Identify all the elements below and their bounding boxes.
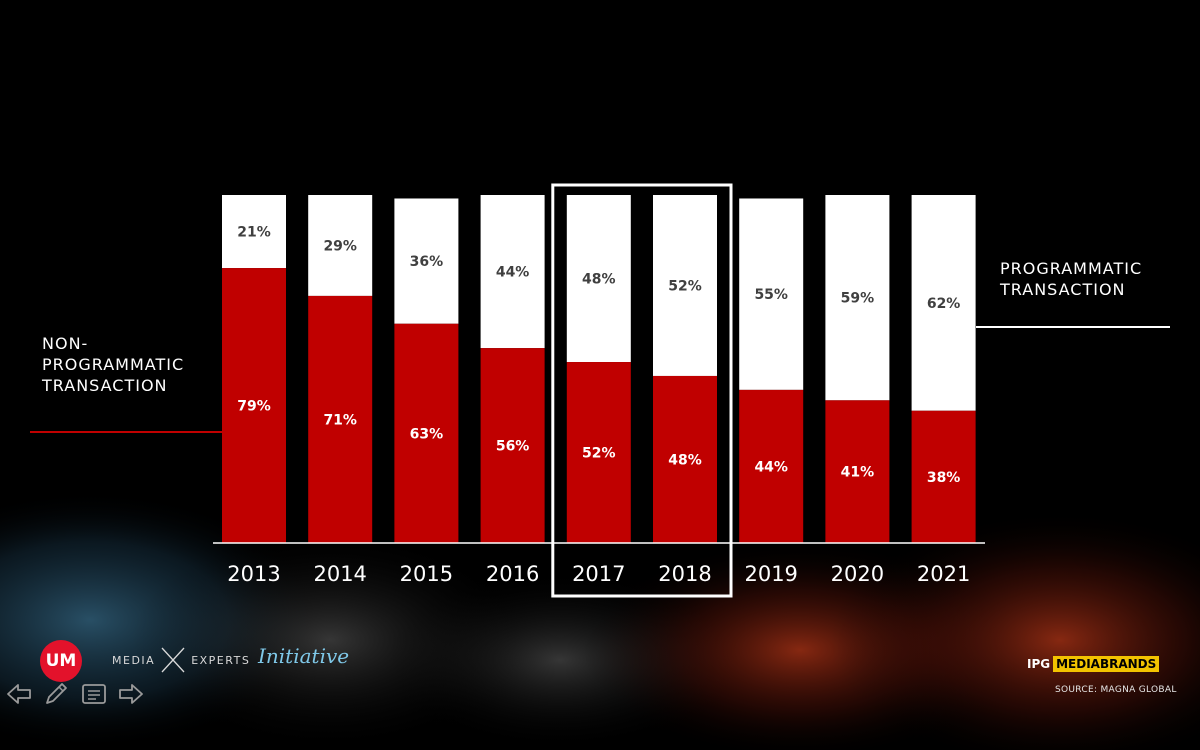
bar-non-programmatic-2017: [566, 362, 631, 543]
highlight-box: [551, 183, 733, 598]
um-logo: UM: [40, 640, 82, 682]
bar-non-programmatic-2015: [394, 323, 459, 543]
data-label-programmatic-2014: 29%: [323, 238, 357, 254]
data-label-programmatic-2019: 55%: [754, 287, 788, 303]
notes-icon[interactable]: [80, 680, 108, 708]
x-tick-2021: 2021: [917, 562, 970, 586]
bar-programmatic-2014: [308, 195, 373, 296]
data-label-programmatic-2013: 21%: [237, 225, 271, 241]
ipg-text: IPG: [1027, 657, 1051, 671]
ipg-mediabrands-logo: IPG MEDIABRANDS: [1027, 656, 1160, 672]
non-programmatic-label: NON- PROGRAMMATIC TRANSACTION: [42, 334, 185, 395]
data-label-programmatic-2018: 52%: [668, 278, 702, 294]
bar-non-programmatic-2020: [825, 400, 890, 543]
data-label-non-programmatic-2020: 41%: [841, 465, 875, 481]
bar-programmatic-2021: [911, 195, 976, 411]
data-label-non-programmatic-2016: 56%: [496, 439, 530, 455]
data-label-non-programmatic-2019: 44%: [754, 459, 788, 475]
data-label-programmatic-2016: 44%: [496, 265, 530, 281]
data-label-non-programmatic-2018: 48%: [668, 452, 702, 468]
programmatic-leader-line: [976, 326, 1170, 328]
bar-non-programmatic-2021: [911, 410, 976, 543]
x-tick-2020: 2020: [831, 562, 884, 586]
bar-programmatic-2019: [739, 198, 804, 390]
x-tick-2016: 2016: [486, 562, 539, 586]
bar-programmatic-2016: [480, 195, 545, 349]
highlight-box-2017-2018: [551, 183, 733, 598]
bars: 21% 79% 29% 71% 36% 63% 44% 56% 48% 52% 52% 48% 55% 4…: [222, 195, 976, 543]
bar-non-programmatic-2016: [480, 348, 545, 543]
mediabrands-text: MEDIABRANDS: [1053, 656, 1160, 672]
x-tick-2015: 2015: [400, 562, 453, 586]
arrow-left-icon[interactable]: [5, 680, 33, 708]
arrow-right-icon[interactable]: [117, 680, 145, 708]
bar-programmatic-2020: [825, 195, 890, 401]
data-label-non-programmatic-2014: 71%: [323, 412, 357, 428]
data-label-non-programmatic-2021: 38%: [927, 470, 961, 486]
bar-programmatic-2017: [566, 195, 631, 363]
mediaexperts-logo: MEDIA EXPERTS: [112, 647, 250, 673]
bar-programmatic-2018: [653, 195, 717, 376]
data-label-programmatic-2021: 62%: [927, 296, 961, 312]
data-label-non-programmatic-2017: 52%: [582, 446, 616, 462]
bar-non-programmatic-2014: [308, 295, 373, 543]
initiative-logo: Initiative: [258, 644, 350, 668]
bar-non-programmatic-2018: [653, 375, 717, 543]
x-tick-labels: 2013 2014 2015 2016 2017 2018 2019 2020 2021: [227, 562, 970, 586]
programmatic-label: PROGRAMMATIC TRANSACTION: [1000, 259, 1143, 299]
x-tick-2019: 2019: [744, 562, 797, 586]
mediaexperts-left-text: MEDIA: [112, 653, 156, 667]
x-tick-2017: 2017: [572, 562, 625, 586]
bar-non-programmatic-2013: [222, 268, 286, 543]
source-note: SOURCE: MAGNA GLOBAL: [1055, 685, 1177, 695]
x-tick-2013: 2013: [227, 562, 280, 586]
data-label-programmatic-2015: 36%: [410, 254, 444, 270]
data-label-programmatic-2017: 48%: [582, 272, 616, 288]
data-label-programmatic-2020: 59%: [841, 291, 875, 307]
data-label-non-programmatic-2015: 63%: [410, 426, 444, 442]
x-tick-2014: 2014: [313, 562, 366, 586]
mediaexperts-right-text: EXPERTS: [191, 653, 251, 667]
x-tick-2018: 2018: [658, 562, 711, 586]
mediaexperts-x-icon: [161, 647, 185, 673]
pen-icon[interactable]: [42, 680, 70, 708]
non-programmatic-leader-line: [30, 431, 222, 433]
bar-programmatic-2015: [394, 198, 459, 324]
bar-programmatic-2013: [222, 195, 286, 269]
background-dust: [0, 490, 1200, 750]
bar-non-programmatic-2019: [739, 389, 804, 543]
data-label-non-programmatic-2013: 79%: [237, 399, 271, 415]
